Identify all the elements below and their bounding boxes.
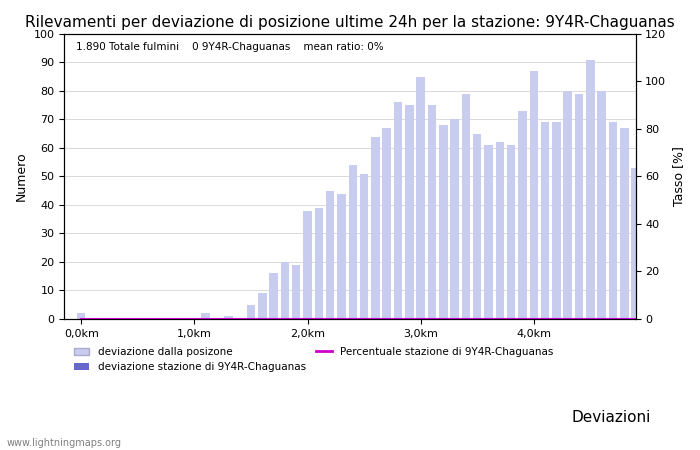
Bar: [620, 128, 629, 319]
Bar: [371, 136, 379, 319]
Bar: [541, 122, 550, 319]
Bar: [609, 122, 617, 319]
Text: Deviazioni: Deviazioni: [572, 410, 651, 424]
Bar: [564, 91, 572, 319]
Bar: [349, 165, 357, 319]
Bar: [473, 134, 482, 319]
Bar: [394, 102, 402, 319]
Bar: [258, 293, 267, 319]
Bar: [529, 71, 538, 319]
Bar: [292, 265, 300, 319]
Bar: [575, 94, 583, 319]
Legend: deviazione dalla posizone, deviazione stazione di 9Y4R-Chaguanas, Percentuale st: deviazione dalla posizone, deviazione st…: [69, 343, 558, 377]
Bar: [552, 122, 561, 319]
Bar: [405, 105, 414, 319]
Bar: [586, 59, 594, 319]
Bar: [337, 194, 346, 319]
Bar: [270, 273, 278, 319]
Bar: [439, 125, 447, 319]
Bar: [416, 76, 425, 319]
Bar: [382, 128, 391, 319]
Bar: [224, 316, 232, 319]
Bar: [314, 208, 323, 319]
Bar: [450, 119, 459, 319]
Bar: [246, 305, 256, 319]
Bar: [77, 313, 85, 319]
Bar: [496, 142, 504, 319]
Y-axis label: Numero: Numero: [15, 152, 28, 201]
Bar: [597, 91, 606, 319]
Text: 1.890 Totale fulmini    0 9Y4R-Chaguanas    mean ratio: 0%: 1.890 Totale fulmini 0 9Y4R-Chaguanas me…: [76, 42, 384, 53]
Bar: [631, 168, 640, 319]
Bar: [518, 111, 526, 319]
Bar: [428, 105, 436, 319]
Bar: [484, 145, 493, 319]
Bar: [202, 313, 210, 319]
Bar: [462, 94, 470, 319]
Bar: [303, 211, 312, 319]
Bar: [281, 262, 289, 319]
Text: www.lightningmaps.org: www.lightningmaps.org: [7, 438, 122, 448]
Bar: [326, 191, 335, 319]
Bar: [360, 174, 368, 319]
Bar: [507, 145, 515, 319]
Y-axis label: Tasso [%]: Tasso [%]: [672, 147, 685, 207]
Title: Rilevamenti per deviazione di posizione ultime 24h per la stazione: 9Y4R-Chaguan: Rilevamenti per deviazione di posizione …: [25, 15, 675, 30]
